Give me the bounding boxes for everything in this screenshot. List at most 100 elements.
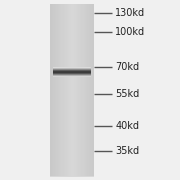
- Bar: [53, 72, 91, 73]
- Bar: [79, 4, 80, 176]
- Bar: [50, 95, 94, 96]
- Bar: [50, 35, 94, 36]
- Bar: [50, 132, 94, 133]
- Bar: [50, 53, 94, 54]
- Bar: [50, 75, 94, 76]
- Bar: [71, 4, 73, 176]
- Bar: [50, 157, 94, 158]
- Bar: [50, 169, 94, 170]
- Bar: [50, 50, 94, 51]
- Bar: [62, 4, 63, 176]
- Bar: [50, 124, 94, 125]
- Bar: [55, 4, 56, 176]
- Bar: [50, 63, 94, 64]
- Bar: [67, 4, 68, 176]
- Bar: [58, 4, 59, 176]
- Bar: [50, 54, 94, 55]
- Bar: [53, 73, 91, 74]
- Bar: [66, 4, 67, 176]
- Bar: [85, 4, 86, 176]
- Bar: [50, 14, 94, 15]
- Text: 40kd: 40kd: [115, 121, 139, 131]
- Bar: [87, 4, 88, 176]
- Bar: [50, 17, 94, 18]
- Bar: [50, 150, 94, 151]
- Bar: [50, 119, 94, 120]
- Bar: [70, 4, 71, 176]
- Bar: [50, 167, 94, 168]
- Bar: [53, 67, 91, 68]
- Bar: [50, 123, 94, 125]
- Bar: [50, 8, 94, 9]
- Bar: [50, 34, 94, 35]
- Bar: [50, 88, 94, 89]
- Bar: [50, 163, 94, 164]
- Bar: [53, 75, 91, 76]
- Bar: [50, 40, 94, 41]
- Bar: [50, 176, 94, 177]
- Bar: [50, 84, 94, 85]
- Bar: [53, 75, 91, 76]
- Bar: [50, 60, 94, 61]
- Text: 130kd: 130kd: [115, 8, 145, 18]
- Bar: [50, 107, 94, 108]
- Bar: [50, 48, 94, 49]
- Bar: [53, 72, 91, 73]
- Bar: [50, 173, 94, 174]
- Bar: [50, 109, 94, 110]
- Bar: [50, 37, 94, 38]
- Bar: [50, 81, 94, 82]
- Bar: [50, 44, 94, 45]
- Bar: [68, 4, 69, 176]
- Bar: [50, 106, 94, 107]
- Bar: [50, 98, 94, 99]
- Bar: [50, 56, 94, 57]
- Bar: [50, 24, 94, 26]
- Bar: [50, 165, 94, 166]
- Bar: [50, 87, 94, 88]
- Bar: [50, 133, 94, 134]
- Bar: [59, 4, 60, 176]
- Bar: [50, 58, 94, 59]
- Bar: [50, 73, 94, 74]
- Bar: [50, 6, 94, 7]
- Bar: [53, 70, 91, 71]
- Bar: [50, 112, 94, 113]
- Bar: [69, 4, 70, 176]
- Bar: [64, 4, 65, 176]
- Bar: [50, 170, 94, 171]
- Bar: [51, 4, 53, 176]
- Bar: [50, 86, 94, 87]
- Bar: [50, 61, 94, 62]
- Bar: [50, 11, 94, 12]
- Bar: [50, 89, 94, 90]
- Bar: [50, 69, 94, 70]
- Bar: [93, 4, 94, 176]
- Bar: [53, 76, 91, 77]
- Bar: [50, 110, 94, 111]
- Bar: [50, 142, 94, 143]
- Bar: [50, 41, 94, 42]
- Bar: [50, 93, 94, 94]
- Bar: [53, 68, 91, 69]
- Bar: [50, 13, 94, 14]
- Bar: [50, 127, 94, 128]
- Bar: [50, 10, 94, 11]
- Bar: [50, 26, 94, 27]
- Bar: [50, 27, 94, 28]
- Bar: [53, 70, 91, 71]
- Bar: [73, 4, 74, 176]
- Bar: [50, 83, 94, 84]
- Bar: [50, 17, 94, 19]
- Bar: [76, 4, 77, 176]
- Bar: [88, 4, 89, 176]
- Bar: [50, 4, 94, 6]
- Bar: [53, 69, 91, 70]
- Bar: [53, 74, 91, 75]
- Bar: [53, 69, 91, 70]
- Bar: [50, 147, 94, 148]
- Bar: [53, 4, 54, 176]
- Bar: [50, 15, 94, 16]
- Bar: [50, 122, 94, 123]
- Bar: [50, 65, 94, 66]
